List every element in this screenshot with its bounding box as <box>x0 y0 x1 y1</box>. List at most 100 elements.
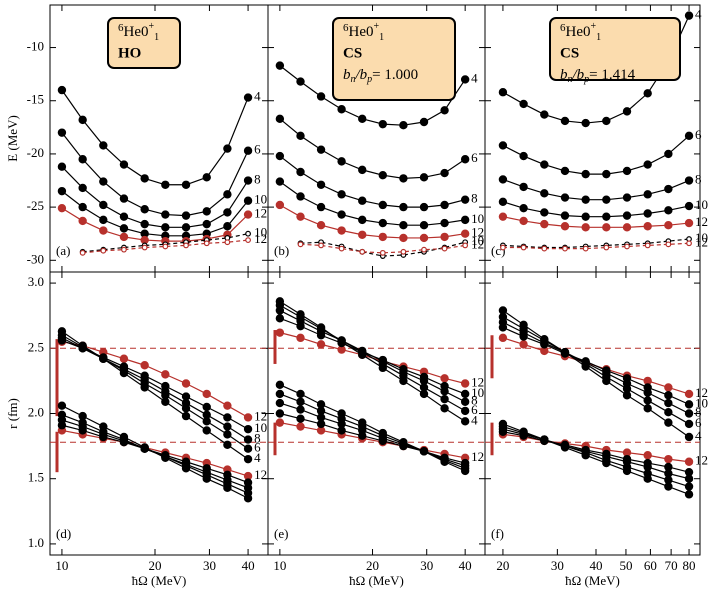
data-point <box>99 354 108 363</box>
data-point <box>419 220 429 230</box>
data-point <box>316 323 326 332</box>
data-point <box>684 201 694 211</box>
x-tick-label: 40 <box>242 558 255 573</box>
data-point <box>79 249 86 256</box>
data-point <box>441 245 448 252</box>
data-point <box>378 170 388 180</box>
data-point <box>78 202 87 212</box>
data-point <box>223 413 232 422</box>
data-point <box>582 245 589 252</box>
series-end-label: 12 <box>695 453 708 468</box>
data-point <box>119 194 129 203</box>
data-point <box>581 118 590 128</box>
series-line <box>502 316 690 425</box>
box-method: CS <box>560 45 579 61</box>
data-point <box>602 223 611 232</box>
data-point <box>602 212 611 221</box>
series-end-label: 8 <box>695 172 702 187</box>
y-tick-label: 2.5 <box>28 339 44 354</box>
data-point <box>643 190 652 199</box>
data-point <box>78 155 87 164</box>
series-end-label: 4 <box>254 89 261 104</box>
data-point <box>78 115 87 125</box>
series-line <box>61 405 249 499</box>
data-point <box>275 389 285 399</box>
data-point <box>141 244 148 251</box>
data-point <box>664 383 673 392</box>
series-end-label: 6 <box>471 402 478 417</box>
series-end-label: 12 <box>254 467 267 482</box>
data-point <box>399 174 408 183</box>
data-point <box>460 215 470 225</box>
data-point <box>460 75 470 84</box>
data-point <box>275 418 285 427</box>
series-end-label: 12 <box>471 374 484 389</box>
x-tick-label: 50 <box>619 558 632 573</box>
data-point <box>440 106 449 115</box>
data-point <box>161 223 170 232</box>
data-point <box>318 242 324 249</box>
box-text-part: + <box>374 21 380 32</box>
data-point <box>519 99 528 109</box>
data-point <box>378 119 388 129</box>
data-point <box>161 210 170 219</box>
box-ratio: bn/bp= 1.414 <box>560 67 636 85</box>
data-point <box>119 368 129 378</box>
series-line <box>61 190 249 237</box>
data-point <box>560 222 570 231</box>
y-axis-title: r (fm) <box>5 398 20 429</box>
data-point <box>684 474 694 483</box>
box-text-part: + <box>149 21 155 32</box>
data-point <box>643 396 652 405</box>
data-point <box>57 401 67 410</box>
y-tick-label: 1.5 <box>28 470 44 485</box>
data-point <box>440 218 449 228</box>
series-line <box>279 300 466 422</box>
data-point <box>181 404 191 413</box>
series-line <box>61 89 249 186</box>
y-tick-label: 3.0 <box>28 274 44 289</box>
data-point <box>460 229 470 238</box>
data-point <box>399 121 408 130</box>
data-point <box>460 389 470 399</box>
data-point <box>560 211 570 220</box>
box-text-part: He <box>566 24 584 40</box>
data-point <box>296 397 305 406</box>
data-point <box>223 190 232 199</box>
data-point <box>316 202 326 212</box>
data-point <box>316 180 326 189</box>
series-end-label: 6 <box>471 150 478 165</box>
data-point <box>664 482 673 491</box>
data-point <box>440 394 449 404</box>
data-point <box>540 160 549 169</box>
series-end-label: 8 <box>471 393 478 408</box>
data-point <box>519 320 528 330</box>
data-point <box>358 418 367 427</box>
box-line: 6He0+1 <box>118 21 159 43</box>
data-point <box>161 180 170 189</box>
data-point <box>296 192 305 201</box>
series-end-label: 6 <box>254 142 261 157</box>
data-point <box>337 210 346 219</box>
data-point <box>223 222 232 231</box>
series-line <box>279 393 466 469</box>
data-point <box>519 151 528 161</box>
data-point <box>684 11 694 20</box>
data-point <box>622 193 632 202</box>
x-tick-label: 10 <box>55 558 68 573</box>
data-point <box>275 177 285 186</box>
data-point <box>684 482 694 491</box>
data-point <box>378 232 388 242</box>
data-point <box>520 244 527 251</box>
data-point <box>358 114 367 124</box>
data-point <box>419 173 429 182</box>
data-point <box>460 466 470 476</box>
series-end-label: 10 <box>254 225 267 240</box>
box-text-part: 6 <box>118 22 124 34</box>
info-box <box>549 17 681 81</box>
data-point <box>440 404 449 413</box>
data-point <box>223 483 232 493</box>
data-point <box>581 223 590 232</box>
data-point <box>296 422 305 431</box>
data-point <box>602 376 611 386</box>
